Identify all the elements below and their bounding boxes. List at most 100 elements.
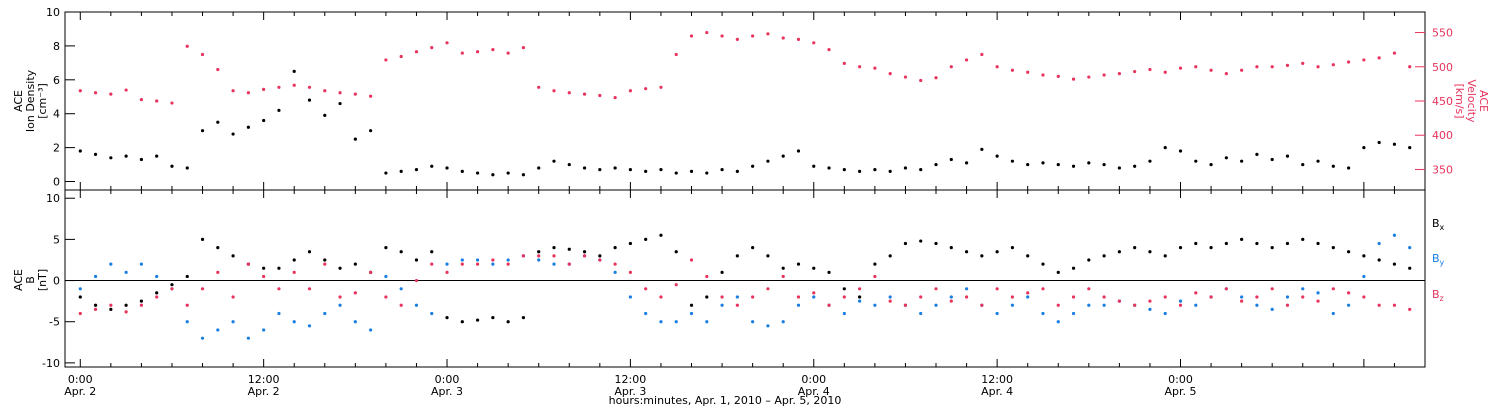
data-point [628,270,632,274]
data-point [1010,295,1015,299]
top-left-label-line-3: [cm⁻³] [36,83,49,119]
data-point [430,164,434,168]
data-point [323,262,327,266]
data-point [445,262,449,266]
velocity-tick-label: 450 [1432,95,1453,108]
data-point [185,320,189,324]
data-point [1117,72,1121,76]
data-point [185,166,189,170]
data-point [537,258,541,262]
data-point [766,324,770,328]
top-series [78,30,1412,177]
data-point [1346,250,1351,254]
data-point [1026,295,1030,299]
top-left-label-line-1: ACE [12,90,25,112]
data-point [1362,274,1366,279]
data-point [1285,241,1290,246]
data-point [93,91,98,95]
legend-by-sub: y [1440,258,1445,267]
data-point [338,266,342,270]
data-point [827,303,831,307]
bfield-tick-label: -10 [42,357,60,370]
data-point [1071,77,1076,81]
data-point [506,320,510,324]
data-point [521,46,526,50]
top-panel-frame [64,11,1426,191]
top-right-label-line-3: [km/s] [1453,83,1466,118]
data-point [644,87,648,91]
data-point [78,287,82,291]
data-point [1255,152,1259,156]
data-point [964,295,969,299]
data-point [231,295,235,299]
data-point [842,311,846,316]
data-point [262,266,266,270]
data-point [995,250,999,254]
data-point [78,295,82,299]
data-point [812,295,816,299]
data-point [246,91,250,95]
data-point [888,169,892,173]
data-point [399,287,403,291]
data-point [1255,241,1259,246]
data-point [1087,258,1091,262]
data-point [812,164,816,168]
data-point [1270,287,1274,291]
top-x-ticks [79,12,1395,190]
data-point [1133,246,1137,250]
data-point [582,250,587,254]
data-point [353,92,357,96]
data-point [1026,162,1030,167]
data-point [582,254,587,258]
data-point [1178,303,1183,307]
data-point [475,171,480,175]
data-point [1133,303,1137,307]
data-point [628,295,632,299]
data-point [170,101,174,105]
x-tick-time: 12:00 [248,373,280,386]
data-point [445,166,449,170]
data-point [277,108,281,112]
data-point [1301,287,1305,291]
data-point [109,303,113,307]
data-point [460,258,464,262]
data-point [1087,161,1091,165]
data-point [1377,303,1381,307]
data-point [934,162,938,167]
data-point [1087,287,1091,291]
data-point [537,85,541,89]
data-point [980,303,984,307]
data-point [980,52,984,57]
data-point [781,154,785,158]
data-point [246,125,250,129]
data-point [1301,295,1305,299]
data-point [307,250,312,254]
data-point [796,37,801,41]
data-point [262,328,266,332]
data-point [980,147,984,151]
data-point [1163,146,1167,150]
data-point [705,295,709,299]
data-point [414,168,419,172]
x-tick-time: 0:00 [1168,373,1193,386]
data-point [796,303,801,307]
data-point [842,168,846,172]
data-point [1346,166,1351,170]
data-point [812,291,816,295]
data-point [1026,291,1030,295]
data-point [949,246,953,250]
data-point [1209,246,1213,250]
data-point [1331,311,1335,316]
data-point [491,48,495,52]
data-point [781,266,785,270]
data-point [1117,299,1121,303]
data-point [277,266,281,270]
data-point [659,233,663,237]
bfield-tick-label: 5 [53,233,60,246]
data-point [827,270,831,274]
data-point [323,311,327,316]
data-point [705,171,709,175]
data-point [124,270,128,274]
x-tick-time: 12:00 [615,373,647,386]
